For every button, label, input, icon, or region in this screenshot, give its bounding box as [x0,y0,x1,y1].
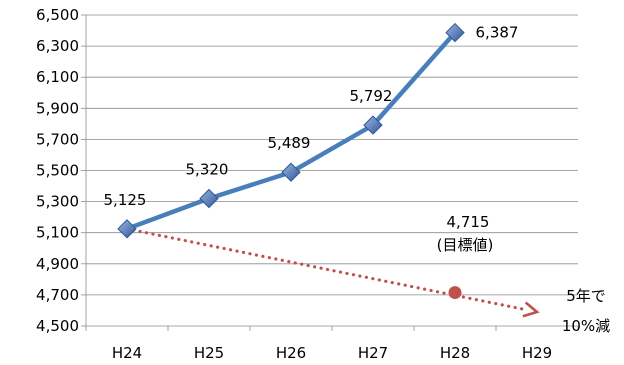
axes [81,14,579,331]
x-axis-tick-labels: H24 H25 H26 H27 H28 H29 [112,344,552,362]
actual-series [117,22,465,239]
target-caption-label: (目標値) [437,236,494,254]
y-tick-label: 4,900 [36,255,79,273]
x-tick-label: H24 [112,344,142,362]
target-trend-line [125,227,527,312]
x-tick-label: H25 [194,344,224,362]
x-tick-label: H27 [358,344,388,362]
actual-point-marker [199,188,219,209]
y-tick-label: 4,700 [36,286,79,304]
x-tick-label: H29 [522,344,552,362]
actual-point-marker [117,219,137,239]
y-tick-label: 5,300 [36,193,79,211]
y-tick-label: 5,700 [36,130,79,148]
y-tick-label: 4,500 [36,317,79,335]
data-labels: 5,125 5,320 5,489 5,792 6,387 [104,24,519,209]
gridlines [86,14,578,296]
actual-point-marker [281,162,301,182]
y-tick-label: 5,900 [36,99,79,117]
y-tick-label: 6,500 [36,6,79,24]
x-tick-label: H26 [276,344,306,362]
y-tick-label: 5,500 [36,162,79,180]
y-tick-label: 6,100 [36,68,79,86]
actual-point-marker [363,115,383,135]
x-tick-label: H28 [440,344,470,362]
target-arrowhead [522,301,540,318]
y-axis-tick-labels: 4,500 4,700 4,900 5,100 5,300 5,500 5,700 5,900… [36,6,79,335]
actual-point-marker [445,22,465,43]
data-label: 5,792 [350,87,393,105]
data-label: 6,387 [476,24,519,42]
target-series [125,227,540,318]
data-label: 5,125 [104,191,147,209]
data-label: 5,489 [268,134,311,152]
actual-series-line [126,31,457,231]
y-tick-label: 6,300 [36,37,79,55]
y-tick-label: 5,100 [36,224,79,242]
reduction-line1-label: 5年で [566,287,606,305]
data-label: 5,320 [186,160,229,178]
target-point-marker [448,286,462,300]
reduction-line2-label: 10%減 [562,317,610,335]
target-value-label: 4,715 [447,213,490,231]
